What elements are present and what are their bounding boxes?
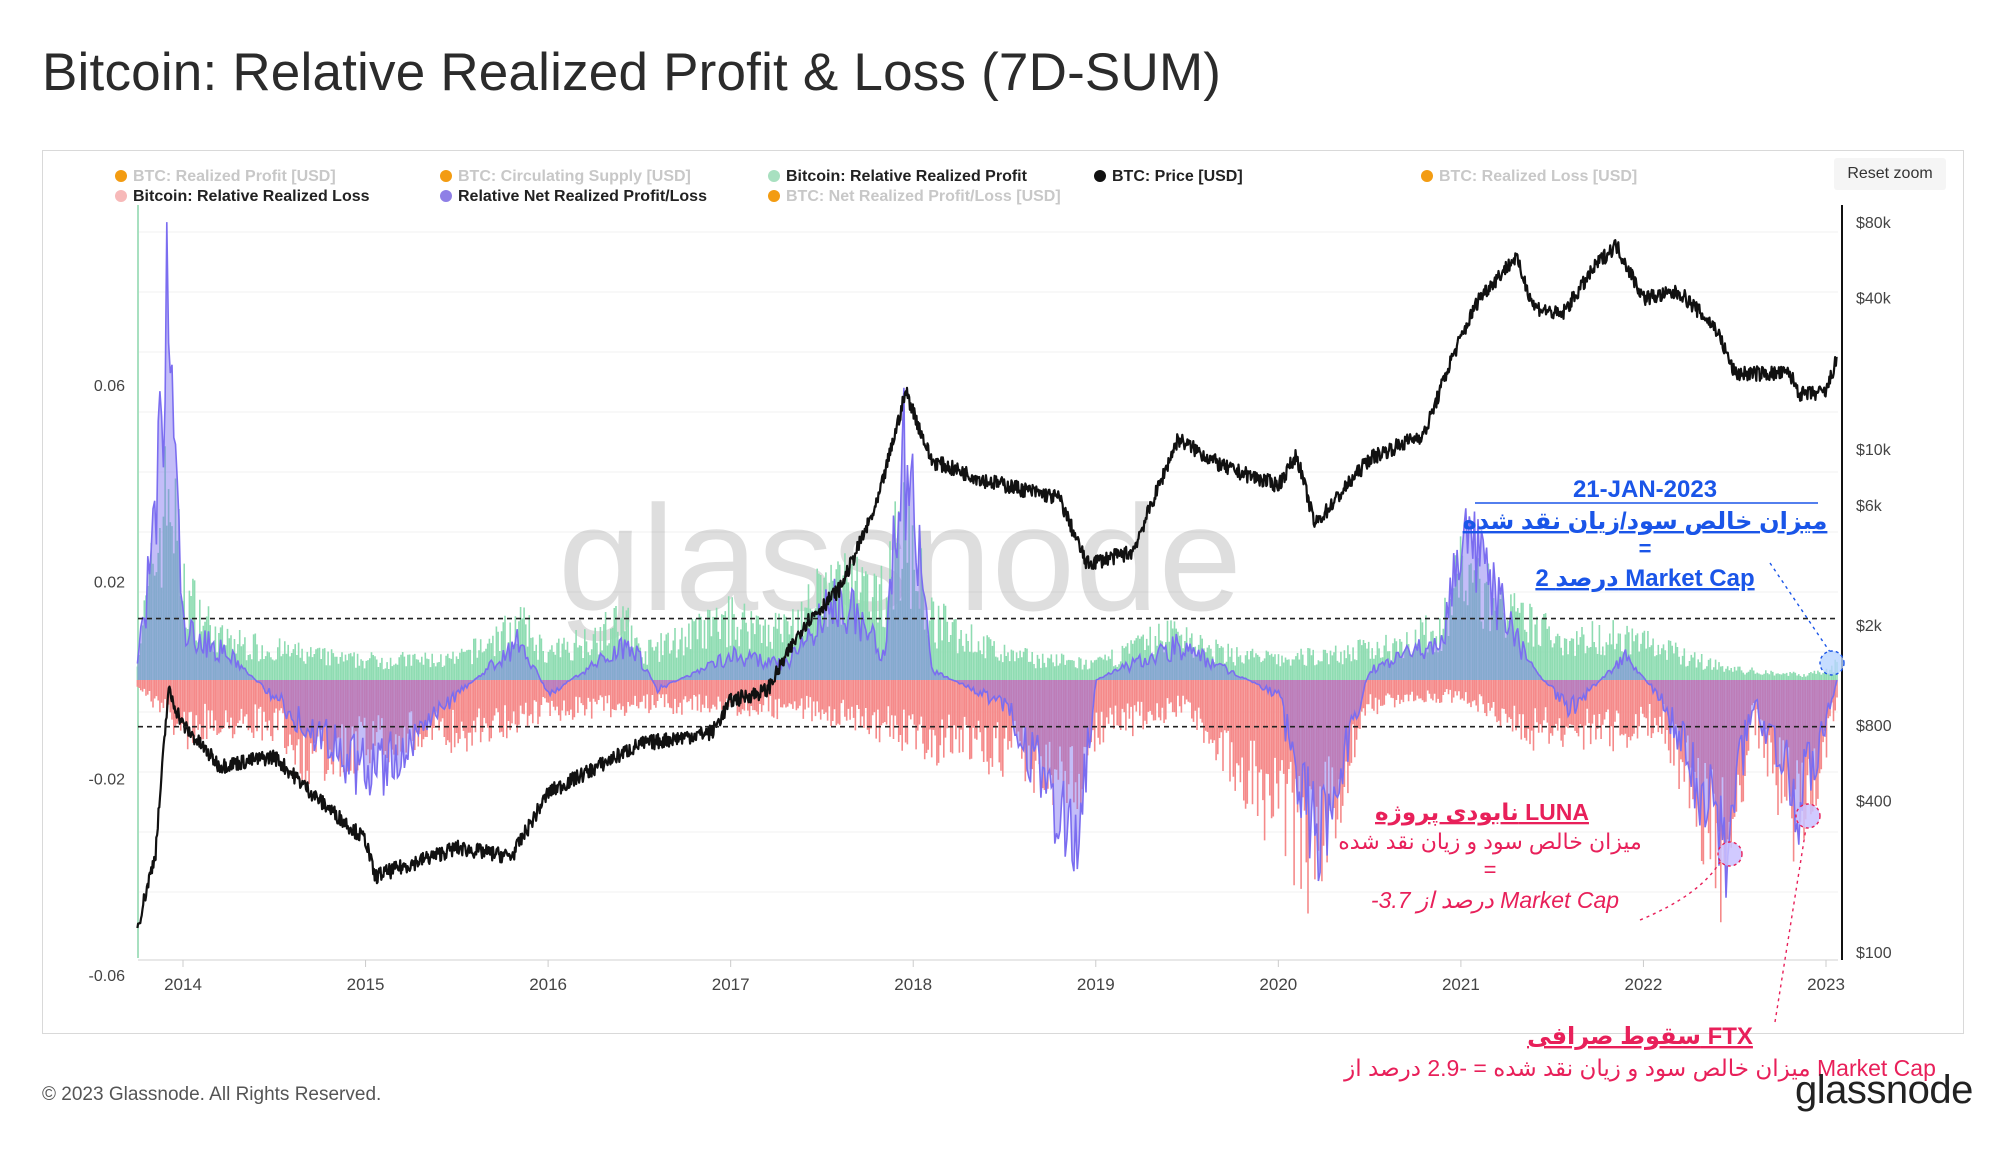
legend-item[interactable]: BTC: Net Realized Profit/Loss [USD] xyxy=(768,188,1061,206)
legend-item[interactable]: BTC: Price [USD] xyxy=(1094,168,1243,186)
legend-label: Relative Net Realized Profit/Loss xyxy=(458,188,707,205)
legend-dot-icon xyxy=(115,170,127,182)
legend-label: BTC: Circulating Supply [USD] xyxy=(458,168,691,185)
reset-zoom-button[interactable]: Reset zoom xyxy=(1834,158,1946,190)
legend-label: BTC: Realized Loss [USD] xyxy=(1439,168,1638,185)
legend-item[interactable]: BTC: Circulating Supply [USD] xyxy=(440,168,691,186)
legend-dot-icon xyxy=(768,190,780,202)
legend-dot-icon xyxy=(1421,170,1433,182)
legend-dot-icon xyxy=(115,190,127,202)
legend-item[interactable]: BTC: Realized Profit [USD] xyxy=(115,168,336,186)
legend-item[interactable]: Bitcoin: Relative Realized Loss xyxy=(115,188,370,206)
legend-item[interactable]: Relative Net Realized Profit/Loss xyxy=(440,188,707,206)
chart-frame xyxy=(42,150,1964,1034)
page-title: Bitcoin: Relative Realized Profit & Loss… xyxy=(42,43,1222,102)
legend-label: Bitcoin: Relative Realized Profit xyxy=(786,168,1027,185)
legend-item[interactable]: BTC: Realized Loss [USD] xyxy=(1421,168,1637,186)
copyright: © 2023 Glassnode. All Rights Reserved. xyxy=(42,1084,382,1105)
glassnode-logo: glassnode xyxy=(1795,1068,1973,1112)
legend-dot-icon xyxy=(1094,170,1106,182)
legend-label: BTC: Net Realized Profit/Loss [USD] xyxy=(786,188,1061,205)
legend-item[interactable]: Bitcoin: Relative Realized Profit xyxy=(768,168,1027,186)
legend-dot-icon xyxy=(440,190,452,202)
legend-dot-icon xyxy=(768,170,780,182)
legend-dot-icon xyxy=(440,170,452,182)
legend-label: BTC: Realized Profit [USD] xyxy=(133,168,336,185)
legend-label: BTC: Price [USD] xyxy=(1112,168,1243,185)
legend-label: Bitcoin: Relative Realized Loss xyxy=(133,188,370,205)
